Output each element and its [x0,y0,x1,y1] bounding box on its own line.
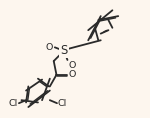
Text: O: O [45,43,53,52]
Text: O: O [68,70,76,79]
Text: Cl: Cl [58,99,67,108]
Text: Cl: Cl [9,99,18,108]
Text: O: O [69,61,76,70]
Text: S: S [60,44,68,57]
